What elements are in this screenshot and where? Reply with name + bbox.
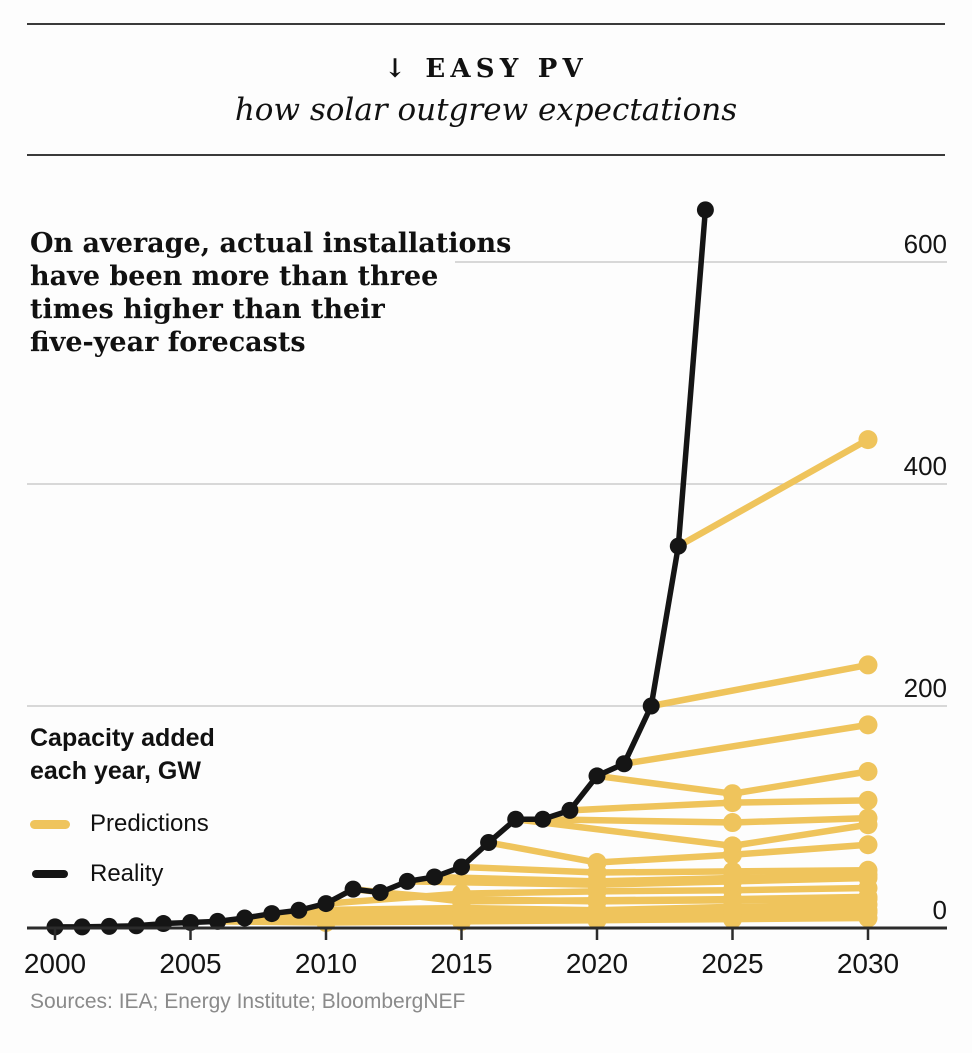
annotation-line-3: times higher than their [30,293,385,325]
annotation-line-2: have been more than three [30,260,439,292]
reality-point-2019 [561,801,579,819]
reality-point-2023 [669,537,687,555]
legend-title-line-2: each year, GW [30,757,201,785]
legend-title-line-1: Capacity added [30,724,215,752]
annotation-line-4: five-year forecasts [30,326,306,358]
predictions-swatch-icon [30,819,70,829]
legend-label-reality: Reality [90,860,164,887]
reality-point-2010 [317,895,335,913]
prediction-line-2013 [404,874,872,888]
legend-title: Capacity added each year, GW [30,722,215,788]
legend-label-predictions: Predictions [90,810,209,837]
x-axis-label-2025: 2025 [701,948,763,979]
prediction-line-2015 [458,863,872,876]
prediction-point-2012-2015 [452,889,471,909]
reality-point-2015 [453,858,470,876]
prediction-point-2022-2030 [858,655,878,675]
prediction-line-2006 [214,914,872,926]
y-axis-label-600: 600 [904,229,947,259]
prediction-point-2020-2030 [858,761,878,781]
prediction-point-2015-2025 [723,861,742,881]
chart-subtitle: how solar outgrew expectations [234,92,738,128]
legend-item-reality: Reality [30,860,215,888]
reality-swatch-icon [32,870,68,878]
title-divider-rule [27,154,945,156]
y-axis-label-0: 0 [933,895,947,925]
prediction-line-2023 [675,436,872,550]
x-axis-label-2010: 2010 [295,948,357,979]
legend-item-predictions: Predictions [30,810,215,838]
reality-point-2008 [263,905,281,923]
x-axis-label-2030: 2030 [837,948,899,979]
prediction-point-2023-2030 [858,430,878,450]
reality-point-2002 [100,917,118,935]
prediction-line-2022 [647,661,872,710]
prediction-point-2020-2025 [723,784,742,804]
prediction-line-2021 [620,721,872,767]
reality-point-2004 [154,915,172,933]
reality-point-2013 [398,872,416,890]
prediction-line-2019 [566,797,872,814]
prediction-line-2016 [485,839,872,866]
annotation-line-1: On average, actual installations [30,228,512,259]
chart-kicker: ↓ EASY PV [0,54,972,84]
reality-point-2011 [344,880,362,898]
prediction-point-2012-2020 [587,891,607,911]
prediction-point-2016-2030 [858,835,878,855]
reality-point-2003 [127,917,145,935]
reality-point-2012 [371,883,389,901]
prediction-point-2012-2025 [723,890,742,910]
y-axis-label-400: 400 [904,451,947,481]
x-axis-label-2020: 2020 [566,948,628,979]
prediction-point-2008-2010 [316,906,336,926]
down-arrow-icon-and-kicker-text: ↓ EASY PV [384,54,588,84]
reality-point-2014 [425,868,443,886]
x-axis-label-2015: 2015 [430,948,492,979]
reality-point-2021 [615,755,633,773]
sources-note: Sources: IEA; Energy Institute; Bloomber… [30,990,466,1013]
prediction-point-2021-2030 [858,715,878,735]
top-rule [27,23,945,25]
prediction-point-2018-2030 [858,808,878,828]
prediction-point-2017-2025 [723,836,742,856]
reality-point-2022 [642,697,660,715]
y-axis-label-200: 200 [904,673,947,703]
prediction-point-2018-2025 [723,813,742,833]
prediction-line-2018 [539,814,872,826]
reality-point-2017 [507,810,525,828]
prediction-point-2016-2020 [587,853,607,873]
prediction-point-2012-2030 [858,889,878,909]
x-axis-label-2005: 2005 [159,948,221,979]
reality-point-2016 [480,834,498,852]
prediction-point-2019-2030 [858,790,878,810]
reality-point-2009 [290,901,308,919]
reality-point-2007 [236,909,254,927]
chart-annotation: On average, actual installations have be… [30,228,511,360]
prediction-point-2015-2030 [858,860,878,880]
prediction-line-2014 [431,871,872,885]
x-axis-label-2000: 2000 [24,948,86,979]
reality-point-2024 [696,201,714,219]
legend: Capacity added each year, GW Predictions… [30,722,215,888]
reality-point-2006 [209,912,227,930]
reality-point-2020 [588,767,606,785]
reality-point-2018 [534,810,552,828]
